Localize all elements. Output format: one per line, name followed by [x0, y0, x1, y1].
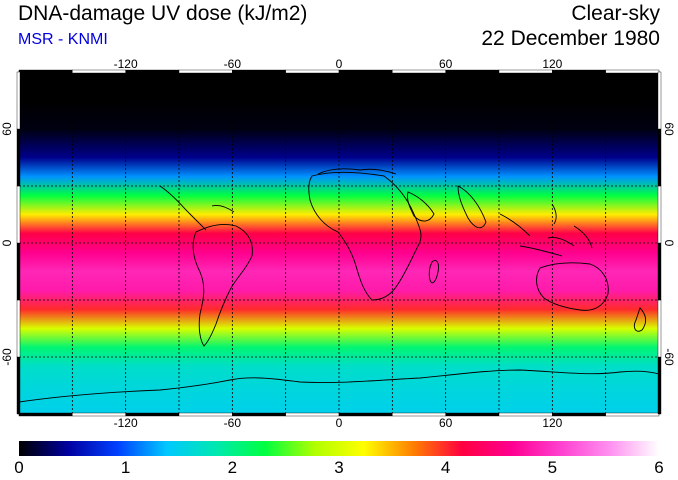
- lat-tick-label: 0: [0, 239, 14, 247]
- colorbar-tick-label: 0: [14, 458, 24, 477]
- graticule: [19, 72, 659, 414]
- lon-tick-label: -60: [223, 416, 241, 430]
- lat-tick-label: 60: [0, 122, 14, 136]
- lon-tick-label: -120: [113, 416, 138, 430]
- lon-tick-label: -60: [223, 57, 241, 71]
- frame-segment: [285, 412, 340, 417]
- frame-segment: [18, 69, 73, 74]
- frame-segment: [657, 299, 662, 358]
- date-label: 22 December 1980: [481, 27, 660, 50]
- frame-segment: [657, 185, 662, 244]
- colorbar-tick-label: 5: [547, 458, 558, 477]
- colorbar-tick-label: 1: [120, 458, 131, 477]
- frame-segment: [657, 356, 662, 415]
- frame-segment: [445, 412, 500, 417]
- lon-tick-label: 120: [542, 416, 563, 430]
- lon-tick-label: 60: [438, 57, 453, 71]
- lat-tick-label: -60: [662, 348, 676, 366]
- frame-segment: [605, 412, 660, 417]
- frame-segment: [18, 412, 73, 417]
- frame-segment: [16, 242, 21, 301]
- frame-segment: [285, 69, 340, 74]
- lon-tick-label: 120: [542, 57, 563, 71]
- lat-tick-label: 60: [662, 122, 676, 136]
- sky-condition-label: Clear-sky: [571, 2, 660, 25]
- frame-segment: [16, 356, 21, 415]
- lat-tick-label: -60: [0, 348, 14, 366]
- frame-segment: [16, 71, 21, 130]
- frame-segment: [16, 128, 21, 187]
- colorbar: [19, 441, 659, 456]
- source-label: MSR - KNMI: [18, 31, 108, 48]
- colorbar-tick-label: 3: [334, 458, 344, 477]
- colorbar-tick-label: 2: [227, 458, 238, 477]
- frame-segment: [338, 412, 393, 417]
- frame-segment: [605, 69, 660, 74]
- frame-segment: [657, 128, 662, 187]
- continent-outlines: [19, 168, 659, 403]
- lon-tick-label: 0: [335, 57, 343, 71]
- colorbar-tick-label: 6: [654, 458, 664, 477]
- lon-tick-label: 0: [335, 416, 343, 430]
- lat-tick-label: 0: [662, 239, 676, 247]
- map-title: DNA-damage UV dose (kJ/m2): [18, 2, 308, 25]
- frame-segment: [392, 412, 446, 417]
- frame-segment: [657, 71, 662, 130]
- frame-segment: [16, 185, 21, 244]
- lon-tick-label: -120: [113, 57, 138, 71]
- frame-segment: [338, 69, 393, 74]
- frame-segment: [392, 69, 446, 74]
- frame-segment: [657, 242, 662, 301]
- frame-segment: [16, 299, 21, 358]
- colorbar-tick-label: 4: [440, 458, 451, 477]
- lon-tick-label: 60: [438, 416, 453, 430]
- frame-marks: [16, 69, 662, 417]
- frame-segment: [445, 69, 500, 74]
